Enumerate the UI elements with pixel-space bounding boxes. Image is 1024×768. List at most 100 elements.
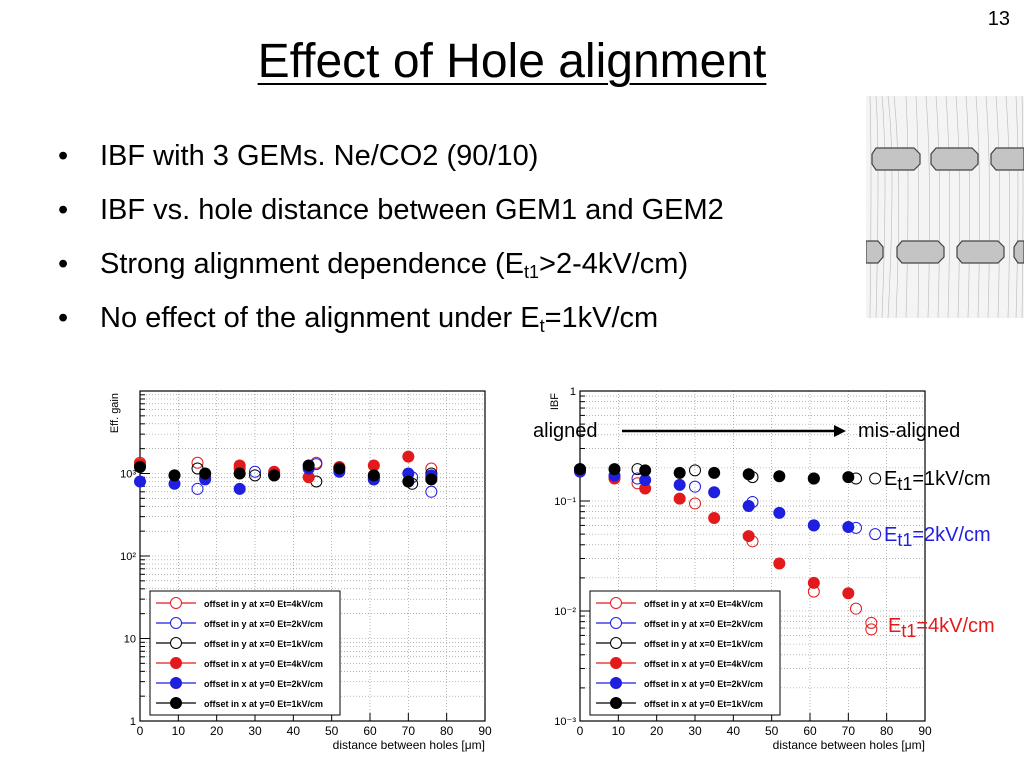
bullet-text: =1kV/cm xyxy=(544,302,659,334)
y-tick-label: 10⁻² xyxy=(554,606,576,618)
y-tick-label: 10⁻³ xyxy=(554,716,576,728)
bullet-subscript: t xyxy=(539,316,545,336)
data-point xyxy=(199,467,212,480)
legend-marker xyxy=(170,597,182,609)
bullet-item: No effect of the alignment under Et=1kV/… xyxy=(58,302,724,336)
x-axis-label: distance between holes [μm] xyxy=(333,738,485,752)
legend-entry: offset in y at x=0 Et=1kV/cm xyxy=(204,639,323,649)
data-point xyxy=(134,460,146,473)
data-point xyxy=(689,464,701,477)
legend-marker xyxy=(170,677,182,689)
misaligned-label: mis-aligned xyxy=(858,420,961,442)
x-tick-label: 50 xyxy=(325,724,339,738)
bullet-text: IBF with 3 GEMs. Ne/CO2 (90/10) xyxy=(100,140,539,172)
x-tick-label: 0 xyxy=(137,724,144,738)
et1-1kv-label: Et1=1kV/cm xyxy=(884,468,991,494)
data-point xyxy=(168,469,181,482)
bullet-text: IBF vs. hole distance between GEM1 and G… xyxy=(100,194,724,226)
gem-field-illustration xyxy=(866,96,1024,318)
data-point xyxy=(742,530,755,543)
x-tick-label: 0 xyxy=(577,724,584,738)
data-point xyxy=(869,472,882,485)
x-tick-label: 30 xyxy=(688,724,702,738)
data-point xyxy=(673,466,686,479)
data-point xyxy=(134,475,146,488)
legend-entry: offset in x at y=0 Et=1kV/cm xyxy=(204,699,323,709)
bullet-text: No effect of the alignment under E xyxy=(100,302,540,334)
y-tick-label: 1 xyxy=(570,386,576,398)
y-tick-label: 10² xyxy=(120,551,136,563)
legend-marker xyxy=(610,597,622,609)
legend-marker xyxy=(170,657,182,669)
legend-entry: offset in y at x=0 Et=4kV/cm xyxy=(204,599,323,609)
aligned-label: aligned xyxy=(533,420,598,442)
legend-entry: offset in y at x=0 Et=2kV/cm xyxy=(204,619,323,629)
data-point xyxy=(689,497,701,510)
data-point xyxy=(233,482,246,495)
data-point xyxy=(268,469,281,482)
data-point xyxy=(689,480,701,493)
legend-entry: offset in y at x=0 Et=4kV/cm xyxy=(644,599,763,609)
x-tick-label: 90 xyxy=(918,724,932,738)
data-point xyxy=(367,469,380,482)
bullet-item: IBF vs. hole distance between GEM1 and G… xyxy=(58,194,724,226)
data-point xyxy=(425,473,438,486)
ibf-chart: 0 10 20 30 40 50 60 70 80 90 10⁻³ 10⁻² 10⁻¹ 1 distance… xyxy=(549,386,932,752)
y-axis-label: IBF xyxy=(549,393,561,410)
x-tick-label: 20 xyxy=(210,724,224,738)
x-tick-label: 10 xyxy=(612,724,626,738)
y-tick-label: 1 xyxy=(130,716,136,728)
data-point xyxy=(842,587,855,600)
data-point xyxy=(773,557,786,570)
data-point xyxy=(708,486,721,499)
bullet-text: Strong alignment dependence (E xyxy=(100,248,525,280)
data-point xyxy=(807,472,820,485)
data-point xyxy=(608,463,621,476)
data-point xyxy=(773,470,786,483)
x-tick-label: 70 xyxy=(402,724,416,738)
et1-2kv-label: Et1=2kV/cm xyxy=(884,524,991,550)
x-tick-label: 10 xyxy=(172,724,186,738)
x-tick-label: 60 xyxy=(363,724,377,738)
slide-number: 13 xyxy=(987,8,1010,30)
data-point xyxy=(865,623,878,636)
x-tick-label: 40 xyxy=(287,724,301,738)
x-tick-label: 90 xyxy=(478,724,492,738)
bullet-text: >2-4kV/cm) xyxy=(539,248,689,280)
plot-frame xyxy=(139,390,486,722)
legend-entry: offset in x at y=0 Et=2kV/cm xyxy=(644,679,763,689)
data-point xyxy=(333,462,346,475)
data-point xyxy=(773,506,786,519)
plot-frame xyxy=(579,390,926,722)
bullet-subscript: t1 xyxy=(524,262,540,282)
data-point xyxy=(807,576,820,589)
x-axis-label: distance between holes [μm] xyxy=(773,738,925,752)
data-point xyxy=(402,450,415,463)
data-point xyxy=(865,616,878,629)
legend-marker xyxy=(610,677,622,689)
legend-box xyxy=(589,590,781,716)
bullet-list: IBF with 3 GEMs. Ne/CO2 (90/10) IBF vs. … xyxy=(58,142,724,358)
data-point xyxy=(425,485,438,498)
legend-entry: offset in x at y=0 Et=4kV/cm xyxy=(644,659,763,669)
legend-marker xyxy=(610,637,622,649)
data-point xyxy=(742,468,755,481)
x-tick-label: 70 xyxy=(842,724,856,738)
data-point xyxy=(574,463,586,476)
legend-marker xyxy=(610,617,622,629)
legend-entry: offset in x at y=0 Et=4kV/cm xyxy=(204,659,323,669)
data-point xyxy=(708,466,721,479)
data-point xyxy=(673,478,686,491)
data-point xyxy=(402,475,415,488)
data-point xyxy=(191,456,204,469)
data-point xyxy=(869,528,882,541)
data-point xyxy=(249,469,261,482)
data-point xyxy=(742,500,755,513)
data-point xyxy=(842,521,855,534)
legend-marker xyxy=(610,697,622,709)
x-tick-label: 40 xyxy=(727,724,741,738)
legend-entry: offset in x at y=0 Et=2kV/cm xyxy=(204,679,323,689)
y-tick-label: 10 xyxy=(124,634,136,646)
legend-marker xyxy=(610,657,622,669)
legend-marker xyxy=(170,617,182,629)
